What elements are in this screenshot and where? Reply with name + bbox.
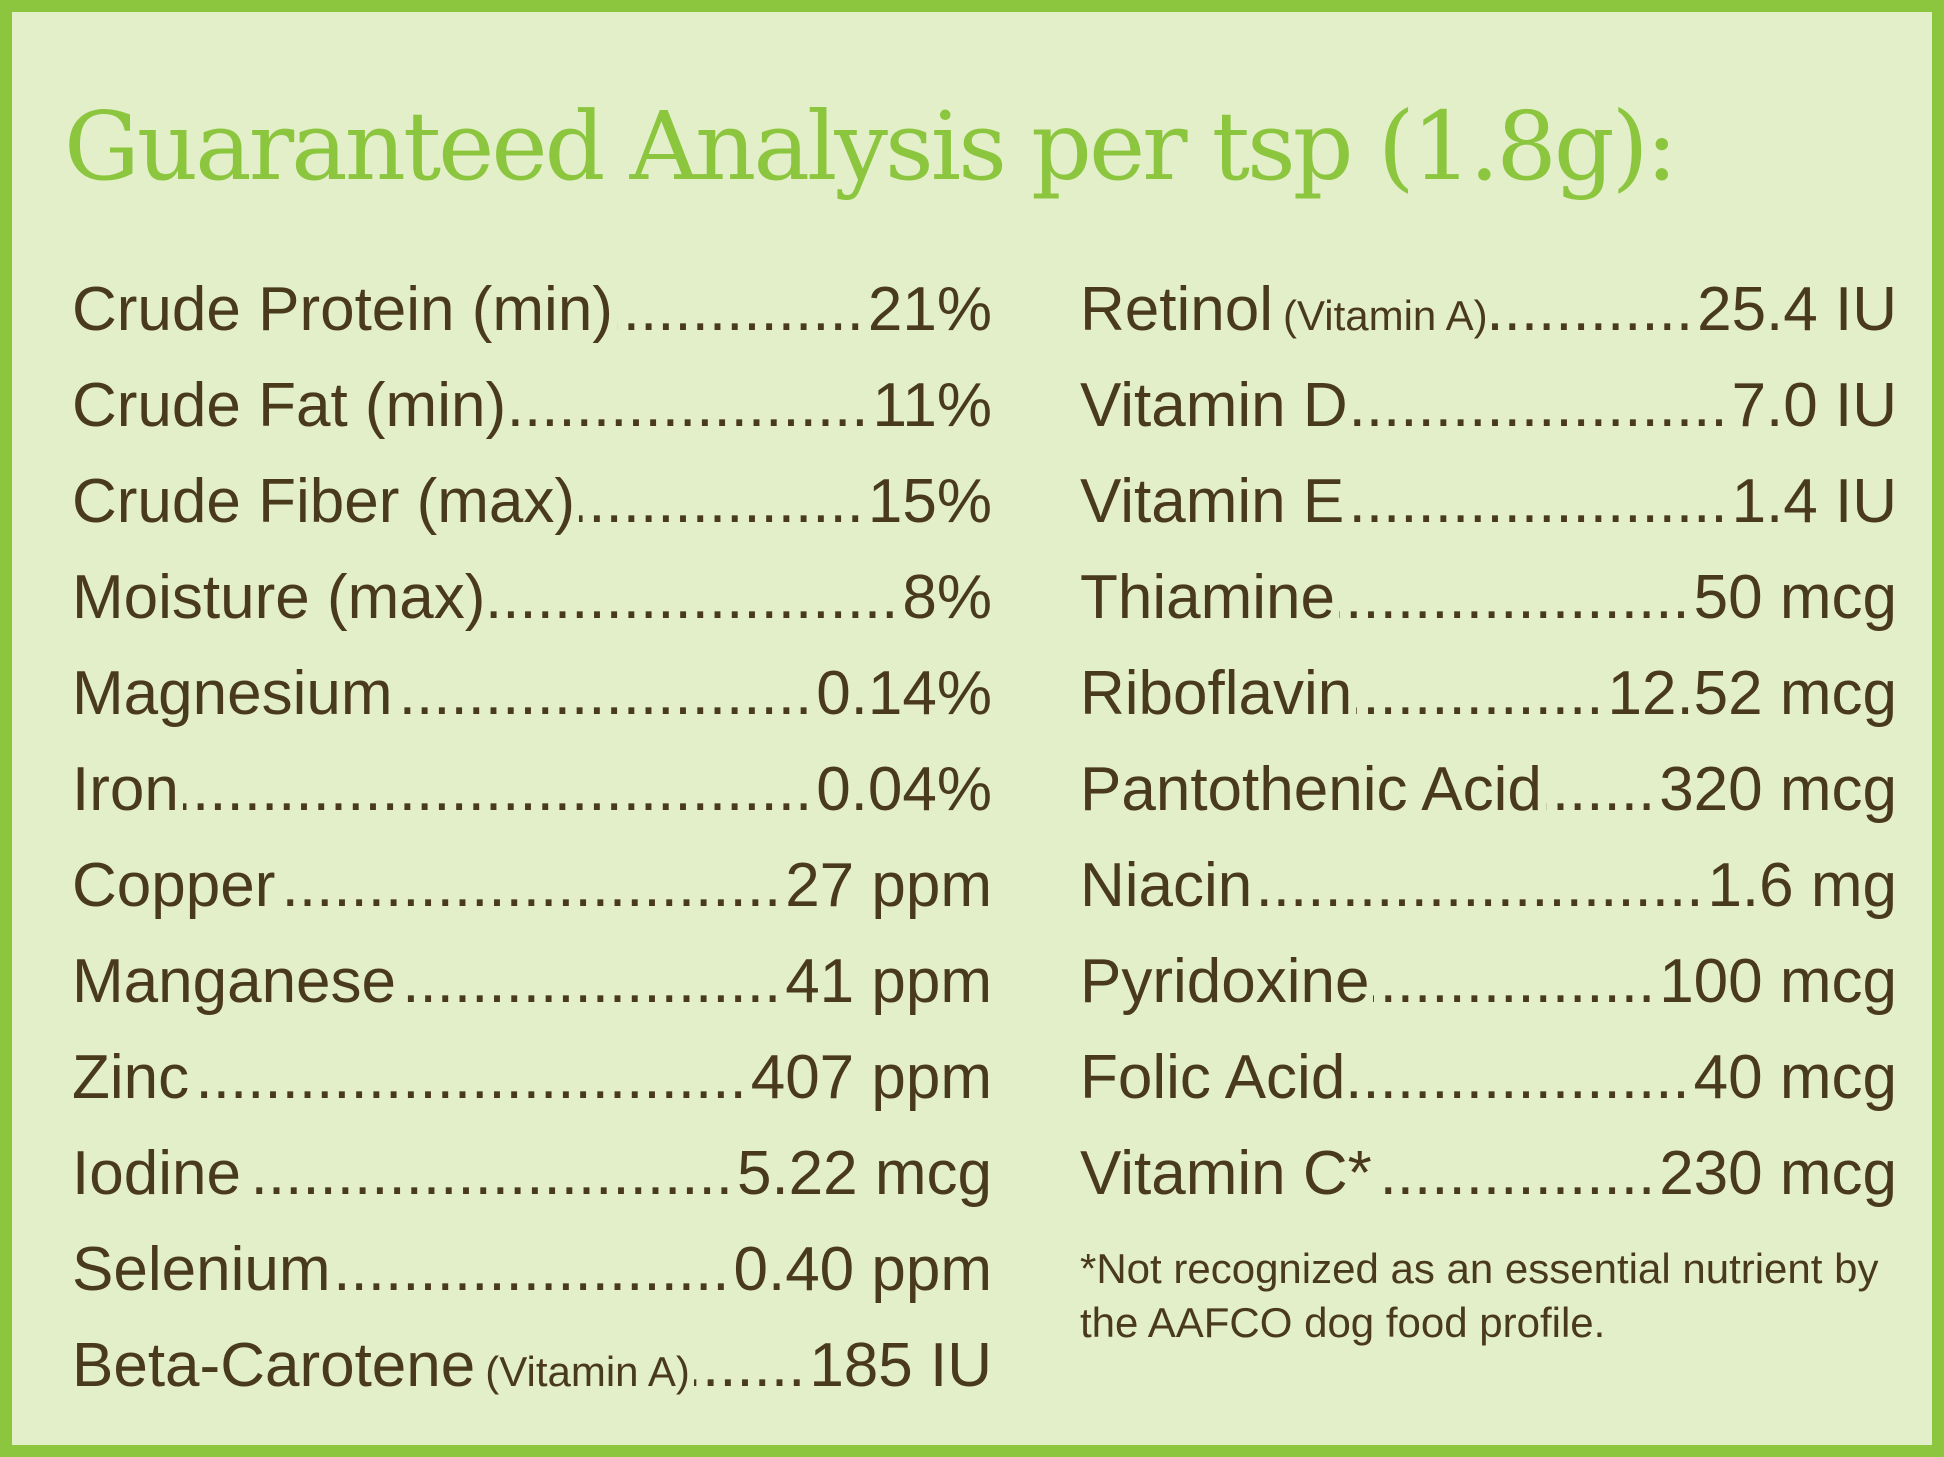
nutrient-row: Retinol(Vitamin A) 25.4 IU xyxy=(1080,262,1897,358)
nutrient-label: Pyridoxine xyxy=(1080,947,1370,1016)
dot-leader xyxy=(1339,550,1690,646)
nutrient-row: Copper 27 ppm xyxy=(72,838,992,934)
nutrient-value: 25.4 IU xyxy=(1697,275,1897,344)
dot-leader xyxy=(1376,1126,1655,1222)
nutrient-row: Crude Fiber (max) 15% xyxy=(72,454,992,550)
nutrient-value: 100 mcg xyxy=(1659,947,1897,1016)
dot-leader xyxy=(1492,262,1693,358)
dot-leader xyxy=(617,262,864,358)
dot-leader xyxy=(1348,454,1727,550)
nutrient-label: Selenium xyxy=(72,1235,331,1304)
nutrient-value: 21% xyxy=(867,275,992,344)
footnote: *Not recognized as an essential nutrient… xyxy=(1080,1245,1879,1346)
dot-leader xyxy=(1373,934,1655,1030)
nutrient-value: 0.04% xyxy=(816,755,992,824)
nutrient-value: 12.52 mcg xyxy=(1607,659,1897,728)
nutrient-row: Folic Acid 40 mcg xyxy=(1080,1030,1897,1126)
nutrient-label: Crude Fat (min) xyxy=(72,371,507,440)
dot-leader xyxy=(400,934,781,1030)
dot-leader xyxy=(694,1318,805,1414)
nutrient-label: Vitamin D xyxy=(1080,371,1348,440)
dot-leader xyxy=(183,742,812,838)
nutrient-value: 27 ppm xyxy=(785,851,992,920)
nutrient-value: 5.22 mcg xyxy=(736,1139,992,1208)
nutrient-label: Riboflavin xyxy=(1080,659,1353,728)
nutrient-row: Selenium 0.40 ppm xyxy=(72,1222,992,1318)
nutrient-label: Iodine xyxy=(72,1139,241,1208)
nutrient-row: Vitamin E 1.4 IU xyxy=(1080,454,1897,550)
nutrient-note: (Vitamin A) xyxy=(1283,292,1488,339)
dot-leader xyxy=(579,454,864,550)
nutrient-list-right: Retinol(Vitamin A) 25.4 IU Vitamin D 7.0 IU… xyxy=(1080,262,1897,1350)
nutrient-value: 8% xyxy=(902,563,992,632)
nutrient-value: 50 mcg xyxy=(1693,563,1897,632)
nutrient-row: Iodine 5.22 mcg xyxy=(72,1126,992,1222)
nutrient-label: Magnesium xyxy=(72,659,393,728)
page-title: Guaranteed Analysis per tsp (1.8g): xyxy=(64,92,1678,202)
nutrient-value: 7.0 IU xyxy=(1731,371,1897,440)
nutrient-row: Pyridoxine 100 mcg xyxy=(1080,934,1897,1030)
nutrient-value: 407 ppm xyxy=(750,1043,992,1112)
nutrient-label: Thiamine xyxy=(1080,563,1335,632)
nutrient-value: 11% xyxy=(872,371,993,440)
nutrient-label: Retinol xyxy=(1080,275,1273,344)
nutrient-label: Zinc xyxy=(72,1043,190,1112)
nutrient-list-left: Crude Protein (min) 21% Crude Fat (min) 11%… xyxy=(72,262,992,1414)
nutrient-row: Vitamin C* 230 mcg xyxy=(1080,1126,1897,1222)
nutrient-note: (Vitamin A) xyxy=(485,1348,690,1395)
dot-leader xyxy=(334,1222,729,1318)
dot-leader xyxy=(1546,742,1655,838)
nutrient-label: Iron xyxy=(72,755,179,824)
nutrient-value: 320 mcg xyxy=(1659,755,1897,824)
nutrient-row: Manganese 41 ppm xyxy=(72,934,992,1030)
dot-leader xyxy=(245,1126,733,1222)
nutrient-row: Riboflavin 12.52 mcg xyxy=(1080,646,1897,742)
nutrient-row: Magnesium 0.14% xyxy=(72,646,992,742)
nutrient-label: Crude Protein (min) xyxy=(72,275,613,344)
nutrient-label: Vitamin C* xyxy=(1080,1139,1372,1208)
nutrient-row: Niacin 1.6 mg xyxy=(1080,838,1897,934)
nutrient-label: Vitamin E xyxy=(1080,467,1345,536)
nutrient-label: Moisture (max) xyxy=(72,563,486,632)
nutrient-row: Zinc 407 ppm xyxy=(72,1030,992,1126)
dot-leader xyxy=(1349,1030,1689,1126)
nutrient-label: Folic Acid xyxy=(1080,1043,1346,1112)
nutrient-row: Crude Fat (min) 11% xyxy=(72,358,992,454)
nutrient-value: 1.6 mg xyxy=(1707,851,1897,920)
nutrient-row: Moisture (max) 8% xyxy=(72,550,992,646)
dot-leader xyxy=(510,358,868,454)
nutrient-label: Copper xyxy=(72,851,276,920)
dot-leader xyxy=(396,646,812,742)
nutrient-row: Iron 0.04% xyxy=(72,742,992,838)
nutrient-label: Pantothenic Acid xyxy=(1080,755,1542,824)
dot-leader xyxy=(193,1030,747,1126)
nutrient-value: 0.40 ppm xyxy=(733,1235,992,1304)
nutrient-row: Beta-Carotene(Vitamin A) 185 IU xyxy=(72,1318,992,1414)
nutrient-label: Crude Fiber (max) xyxy=(72,467,575,536)
nutrient-value: 41 ppm xyxy=(785,947,992,1016)
nutrient-value: 15% xyxy=(867,467,992,536)
dot-leader xyxy=(1356,646,1603,742)
dot-leader xyxy=(1256,838,1703,934)
nutrient-label: Niacin xyxy=(1080,851,1253,920)
nutrient-value: 185 IU xyxy=(809,1331,992,1400)
nutrient-value: 1.4 IU xyxy=(1731,467,1897,536)
nutrient-label: Manganese xyxy=(72,947,397,1016)
nutrient-row: Crude Protein (min) 21% xyxy=(72,262,992,358)
dot-leader xyxy=(279,838,781,934)
nutrient-row: Pantothenic Acid 320 mcg xyxy=(1080,742,1897,838)
nutrient-row: Vitamin D 7.0 IU xyxy=(1080,358,1897,454)
dot-leader xyxy=(489,550,898,646)
dot-leader xyxy=(1352,358,1728,454)
nutrient-value: 40 mcg xyxy=(1693,1043,1897,1112)
nutrient-value: 230 mcg xyxy=(1659,1139,1897,1208)
nutrient-row: Thiamine 50 mcg xyxy=(1080,550,1897,646)
nutrient-label: Beta-Carotene xyxy=(72,1331,476,1400)
nutrient-value: 0.14% xyxy=(816,659,992,728)
